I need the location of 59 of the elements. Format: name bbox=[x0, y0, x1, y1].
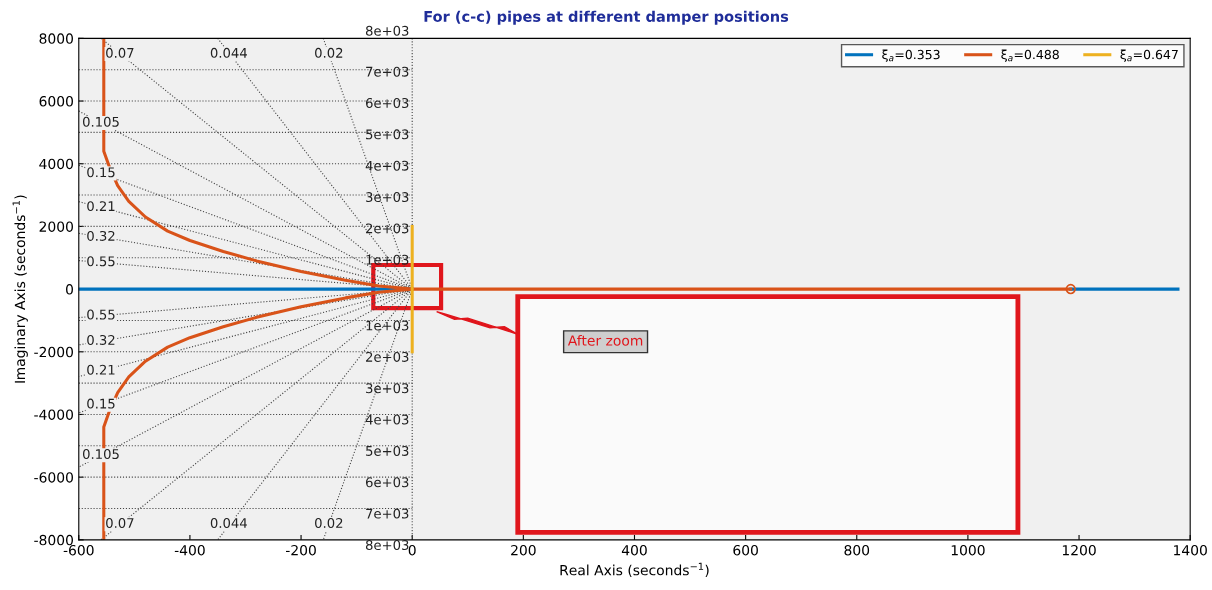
x-tick-label: 1400 bbox=[1174, 544, 1207, 556]
annotation: 0.55 bbox=[87, 256, 115, 267]
annotation: 0.044 bbox=[210, 518, 247, 529]
x-tick-label: 800 bbox=[844, 544, 870, 556]
y-tick-label: 2000 bbox=[39, 221, 73, 232]
annotation: 7e+03 bbox=[366, 66, 409, 77]
chart-subtitle: For (c-c) pipes at different damper positions bbox=[424, 10, 789, 25]
x-tick-label: 1000 bbox=[951, 544, 985, 556]
y-tick-label: 6000 bbox=[39, 96, 73, 107]
annotation: 0.15 bbox=[87, 398, 115, 409]
x-tick-label: 1200 bbox=[1062, 544, 1096, 556]
annotation: 4e+03 bbox=[365, 160, 409, 171]
annotation: 0.044 bbox=[210, 47, 247, 58]
annotation: 8e+03 bbox=[365, 540, 409, 551]
x-tick-label: 600 bbox=[733, 544, 758, 556]
annotation: 8e+03 bbox=[365, 25, 409, 36]
annotation: 7e+03 bbox=[366, 508, 409, 519]
annotation: 1e+03 bbox=[366, 254, 409, 265]
legend-label: ξ$_{a}$=0.488 bbox=[1001, 49, 1059, 62]
y-tick-label: -2000 bbox=[34, 346, 73, 358]
annotation: After zoom bbox=[567, 335, 643, 346]
annotation: 6e+03 bbox=[365, 477, 409, 488]
annotation: 0.32 bbox=[87, 334, 115, 345]
x-tick-label: -400 bbox=[174, 544, 205, 556]
legend-label: ξ$_{a}$=0.647 bbox=[1120, 49, 1178, 62]
annotation: 3e+03 bbox=[366, 192, 409, 203]
annotation: 0.02 bbox=[315, 518, 343, 529]
annotation: 2e+03 bbox=[366, 223, 409, 234]
x-axis-title: Real Axis (seconds$^{−1}$) bbox=[560, 562, 709, 577]
annotation: 0.55 bbox=[87, 309, 115, 320]
annotation: 0.21 bbox=[87, 201, 115, 212]
annotation: 0.105 bbox=[82, 116, 119, 127]
annotation: 2e+03 bbox=[366, 351, 409, 362]
annotation: 4e+03 bbox=[365, 414, 409, 425]
annotation: 0.32 bbox=[87, 230, 115, 241]
annotation: 3e+03 bbox=[366, 383, 409, 394]
annotation: 0.07 bbox=[106, 47, 134, 58]
annotation: 0.15 bbox=[87, 167, 115, 178]
legend-label: ξ$_{a}$=0.353 bbox=[882, 49, 940, 62]
x-tick-label: 0 bbox=[408, 544, 416, 556]
y-tick-label: -8000 bbox=[34, 534, 73, 546]
annotation: 6e+03 bbox=[365, 98, 409, 108]
y-tick-label: -4000 bbox=[34, 409, 73, 420]
y-axis-title: Imaginary Axis (seconds$^{−1}$) bbox=[12, 195, 28, 383]
annotation: 0.21 bbox=[87, 364, 115, 375]
annotation: 5e+03 bbox=[366, 129, 409, 140]
x-tick-label: 200 bbox=[511, 544, 536, 556]
annotation: 0.07 bbox=[106, 518, 134, 529]
x-tick-label: 400 bbox=[621, 544, 647, 556]
y-tick-label: -6000 bbox=[34, 472, 73, 483]
x-tick-label: -600 bbox=[63, 544, 94, 556]
annotation: 1e+03 bbox=[366, 320, 409, 331]
annotation: 5e+03 bbox=[366, 445, 409, 456]
annotation: 0.105 bbox=[82, 449, 119, 460]
y-tick-label: 0 bbox=[66, 284, 73, 295]
annotation: 0.02 bbox=[315, 47, 343, 58]
x-tick-label: -200 bbox=[285, 544, 316, 556]
y-tick-label: 8000 bbox=[39, 33, 73, 44]
y-tick-label: 4000 bbox=[39, 158, 73, 170]
